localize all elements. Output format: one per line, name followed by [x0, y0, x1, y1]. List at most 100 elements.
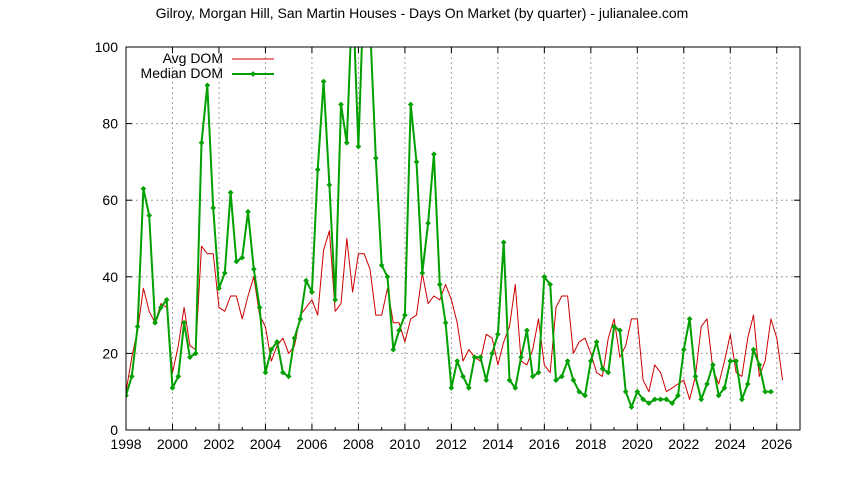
data-point-median-dom	[622, 388, 629, 395]
data-point-median-dom	[576, 388, 583, 395]
data-point-median-dom	[367, 21, 373, 27]
data-point-median-dom	[187, 354, 193, 361]
data-point-median-dom	[384, 273, 391, 280]
data-point-median-dom	[640, 396, 646, 403]
data-point-median-dom	[163, 296, 170, 303]
x-tick-label: 2016	[529, 436, 560, 452]
x-tick-label: 2022	[668, 436, 699, 452]
y-tick-label: 0	[110, 422, 118, 438]
x-tick-label: 2006	[296, 436, 327, 452]
data-point-median-dom	[558, 373, 565, 380]
data-point-median-dom	[634, 388, 641, 395]
data-point-median-dom	[762, 388, 768, 395]
x-tick-label: 2026	[761, 436, 792, 452]
x-tick-label: 2000	[157, 436, 188, 452]
data-point-median-dom	[373, 155, 379, 161]
x-tick-label: 1998	[110, 436, 141, 452]
series-line-median-dom	[126, 47, 771, 408]
x-tick-label: 2002	[203, 436, 234, 452]
grid-lines	[126, 47, 800, 430]
data-point-median-dom	[158, 304, 164, 311]
data-point-median-dom	[413, 159, 420, 165]
data-point-median-dom	[274, 339, 280, 345]
data-point-median-dom	[140, 185, 147, 192]
data-point-median-dom	[320, 78, 327, 85]
x-tick-label: 2020	[622, 436, 653, 452]
data-point-median-dom	[425, 220, 431, 227]
data-point-median-dom	[431, 151, 437, 158]
data-point-median-dom	[210, 205, 216, 211]
data-point-median-dom	[489, 350, 495, 357]
data-point-median-dom	[419, 270, 426, 276]
data-point-median-dom	[402, 312, 408, 318]
data-point-median-dom	[500, 239, 507, 246]
y-tick-label: 100	[95, 39, 119, 55]
data-point-median-dom	[727, 358, 734, 364]
data-point-median-dom	[768, 388, 774, 395]
data-series	[126, 21, 784, 410]
data-point-median-dom	[216, 285, 222, 292]
y-tick-label: 60	[102, 192, 118, 208]
x-tick-label: 2018	[575, 436, 606, 452]
data-point-median-dom	[465, 385, 472, 391]
data-point-median-dom	[332, 296, 339, 303]
x-tick-label: 2004	[250, 436, 281, 452]
data-point-median-dom	[680, 346, 687, 353]
data-point-median-dom	[198, 139, 205, 146]
chart-title: Gilroy, Morgan Hill, San Martin Houses -…	[156, 5, 689, 21]
data-point-median-dom	[733, 358, 739, 364]
data-point-median-dom	[256, 304, 263, 311]
data-point-median-dom	[326, 182, 333, 188]
data-point-median-dom	[460, 373, 466, 380]
data-point-median-dom	[262, 369, 269, 376]
x-tick-label: 2012	[436, 436, 467, 452]
data-point-median-dom	[675, 392, 681, 399]
data-point-median-dom	[291, 335, 298, 341]
data-point-median-dom	[587, 358, 594, 364]
data-point-median-dom	[343, 139, 350, 146]
data-point-median-dom	[355, 143, 362, 150]
data-point-median-dom	[651, 396, 658, 403]
data-point-median-dom	[146, 212, 153, 219]
data-point-median-dom	[245, 208, 251, 215]
data-point-median-dom	[175, 373, 182, 380]
data-point-median-dom	[442, 319, 449, 326]
data-point-median-dom	[309, 289, 315, 295]
data-point-median-dom	[750, 346, 757, 353]
data-point-median-dom	[541, 273, 548, 280]
data-point-median-dom	[553, 377, 559, 384]
data-point-median-dom	[128, 373, 135, 380]
data-point-median-dom	[407, 101, 414, 108]
data-point-median-dom	[227, 189, 234, 196]
data-point-median-dom	[518, 354, 524, 361]
data-point-median-dom	[721, 385, 728, 391]
x-tick-label: 2014	[482, 436, 513, 452]
legend: Avg DOM Median DOM	[141, 50, 274, 81]
x-tick-label: 2010	[389, 436, 420, 452]
data-point-median-dom	[582, 392, 588, 399]
data-point-median-dom	[646, 400, 652, 407]
data-point-median-dom	[448, 385, 455, 391]
data-point-median-dom	[338, 101, 344, 108]
data-point-median-dom	[297, 316, 304, 322]
data-point-median-dom	[756, 362, 763, 368]
data-point-median-dom	[529, 373, 536, 380]
data-point-median-dom	[535, 369, 542, 376]
data-point-median-dom	[192, 350, 199, 357]
data-point-median-dom	[471, 354, 478, 361]
data-point-median-dom	[303, 277, 309, 284]
data-point-median-dom	[715, 392, 722, 399]
data-point-median-dom	[710, 362, 716, 368]
data-point-median-dom	[396, 327, 402, 334]
data-point-median-dom	[686, 316, 693, 322]
data-point-median-dom	[547, 281, 553, 288]
x-tick-label: 2008	[343, 436, 374, 452]
y-tick-label: 40	[102, 269, 118, 285]
data-point-median-dom	[483, 377, 490, 384]
data-point-median-dom	[704, 381, 710, 387]
data-point-median-dom	[221, 270, 228, 276]
data-point-median-dom	[605, 369, 612, 376]
data-point-median-dom	[169, 385, 176, 391]
data-point-median-dom	[739, 396, 745, 403]
